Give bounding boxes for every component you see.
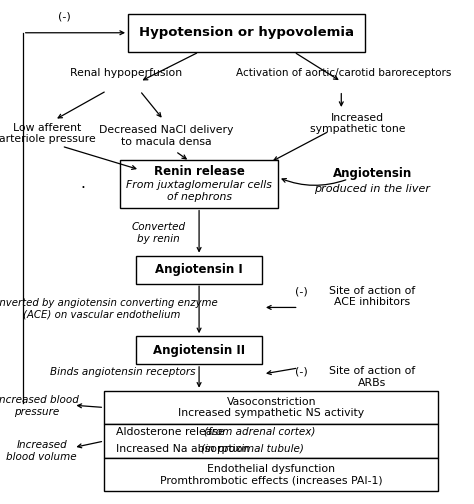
Text: (from adrenal cortex): (from adrenal cortex)	[204, 427, 315, 437]
Text: (-): (-)	[295, 286, 307, 296]
Text: Decreased NaCl delivery
to macula densa: Decreased NaCl delivery to macula densa	[99, 125, 233, 147]
Bar	[136, 337, 262, 364]
Text: Binds angiotensin receptors: Binds angiotensin receptors	[50, 367, 195, 377]
Text: Site of action of
ARBs: Site of action of ARBs	[329, 366, 415, 388]
Bar	[104, 458, 438, 491]
Text: (-): (-)	[295, 367, 307, 377]
Text: Activation of aortic/carotid baroreceptors: Activation of aortic/carotid barorecepto…	[236, 68, 451, 78]
Text: produced in the liver: produced in the liver	[314, 184, 430, 194]
Text: Aldosterone release: Aldosterone release	[116, 427, 228, 437]
Text: Converted by angiotensin converting enzyme
(ACE) on vascular endothelium: Converted by angiotensin converting enzy…	[0, 298, 218, 319]
Text: Low afferent
arteriole pressure: Low afferent arteriole pressure	[0, 123, 96, 144]
Text: (-): (-)	[58, 11, 70, 21]
Text: Increased Na absorption: Increased Na absorption	[116, 444, 253, 454]
Text: Angiotensin: Angiotensin	[332, 167, 412, 180]
Text: Increased blood
pressure: Increased blood pressure	[0, 395, 78, 416]
Bar	[104, 391, 438, 424]
Text: From juxtaglomerular cells
of nephrons: From juxtaglomerular cells of nephrons	[126, 180, 272, 202]
Bar	[104, 424, 438, 458]
Bar	[119, 160, 278, 208]
Text: Vasoconstriction
Increased sympathetic NS activity: Vasoconstriction Increased sympathetic N…	[178, 397, 365, 418]
Text: (in proximal tubule): (in proximal tubule)	[201, 444, 303, 454]
Text: Increased
blood volume: Increased blood volume	[7, 440, 77, 462]
Text: Converted
by renin: Converted by renin	[132, 222, 186, 243]
Text: Angiotensin I: Angiotensin I	[155, 263, 243, 276]
Text: Endothelial dysfunction
Promthrombotic effects (increases PAI-1): Endothelial dysfunction Promthrombotic e…	[160, 464, 383, 485]
Text: Renal hypoperfusion: Renal hypoperfusion	[70, 68, 182, 78]
Text: Angiotensin II: Angiotensin II	[153, 344, 245, 357]
Text: Site of action of
ACE inhibitors: Site of action of ACE inhibitors	[329, 286, 415, 307]
Text: .: .	[81, 176, 85, 192]
Text: Renin release: Renin release	[154, 165, 245, 178]
Bar	[128, 14, 365, 52]
Text: Hypotension or hypovolemia: Hypotension or hypovolemia	[139, 26, 354, 39]
Text: Increased
sympathetic tone: Increased sympathetic tone	[310, 113, 406, 134]
Bar	[136, 256, 262, 283]
